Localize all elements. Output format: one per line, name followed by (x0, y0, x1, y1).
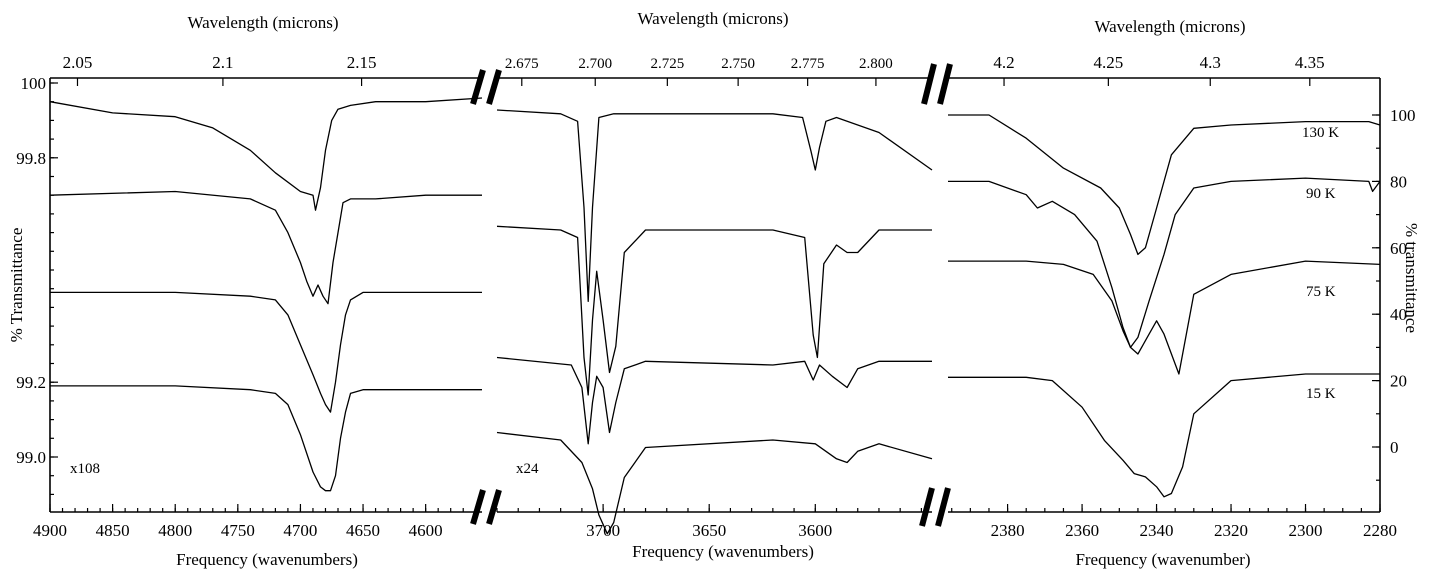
axis-break-bottom-right (919, 487, 951, 527)
top-tick-label-2-3: 4.35 (1295, 53, 1325, 72)
left-bottom-axis-title: Frequency (wavenumbers) (176, 550, 358, 569)
axis-break-top-left (470, 69, 502, 105)
x-tick-label-0-6: 4600 (409, 521, 443, 540)
y-tick-label-right-4: 80 (1390, 172, 1407, 191)
y-tick-label-right-1: 20 (1390, 372, 1407, 391)
top-tick-label-2-1: 4.25 (1093, 53, 1123, 72)
x-tick-label-0-3: 4750 (221, 521, 255, 540)
right-y-axis-title: % transmittance (1402, 223, 1421, 333)
x-tick-label-2-3: 2320 (1214, 521, 1248, 540)
spectrum-trace-2-90k (948, 177, 1381, 349)
y-tick-label-right-2: 40 (1390, 305, 1407, 324)
left-panel: 4900 4850 4800 4750 4700 4650 4600 2.05 2.1 2.15 9… (16, 53, 483, 540)
left-multiplier-label: x108 (70, 461, 100, 477)
top-tick-label-0-1: 2.1 (212, 53, 233, 72)
right-bottom-axis-title: Frequency (wavenumber) (1075, 550, 1250, 569)
temp-label-75k: 75 K (1306, 284, 1336, 300)
spectrum-trace-1-130k (496, 109, 933, 302)
y-tick-label-right-3: 60 (1390, 239, 1407, 258)
x-tick-label-2-5: 2280 (1363, 521, 1397, 540)
temp-label-130k: 130 K (1302, 125, 1339, 141)
top-tick-label-2-2: 4.3 (1200, 53, 1221, 72)
x-tick-label-2-0: 2380 (991, 521, 1025, 540)
middle-bottom-axis-title: Frequency (wavenumbers) (632, 542, 814, 561)
x-tick-label-0-4: 4700 (283, 521, 317, 540)
spectrum-trace-0-90k (49, 190, 482, 305)
x-tick-label-2-1: 2360 (1065, 521, 1099, 540)
top-tick-label-1-2: 2.725 (650, 56, 684, 72)
middle-multiplier-label: x24 (516, 461, 539, 477)
y-tick-label-right-5: 100 (1390, 106, 1416, 125)
top-tick-label-1-1: 2.700 (578, 56, 612, 72)
spectrum-trace-0-15k (50, 385, 482, 492)
x-tick-label-0-0: 4900 (33, 521, 67, 540)
x-tick-label-1-2: 3600 (798, 521, 832, 540)
spectrum-trace-0-130k (49, 97, 483, 211)
right-panel: 2380 2360 2340 2320 2300 2280 4.2 4.25 4.3 4.35 0 2… (948, 53, 1416, 540)
y-tick-label-left-3: 100 (21, 74, 47, 93)
temp-label-15k: 15 K (1306, 386, 1336, 402)
top-tick-label-2-0: 4.2 (993, 53, 1014, 72)
spectrum-trace-1-15k (496, 431, 933, 535)
spectrum-trace-1-90k (496, 225, 932, 396)
x-tick-label-1-1: 3650 (692, 521, 726, 540)
axis-break-top-right (921, 63, 953, 105)
top-tick-label-0-2: 2.15 (347, 53, 377, 72)
right-top-axis-title: Wavelength (microns) (1094, 17, 1245, 36)
x-tick-label-2-2: 2340 (1140, 521, 1174, 540)
spectrum-trace-0-75k (50, 291, 482, 413)
y-tick-label-right-0: 0 (1390, 438, 1399, 457)
x-tick-label-2-4: 2300 (1289, 521, 1323, 540)
left-y-axis-title: % Transmittance (7, 228, 26, 343)
middle-top-axis-title: Wavelength (microns) (637, 9, 788, 28)
left-top-axis-title: Wavelength (microns) (187, 13, 338, 32)
temp-label-90k: 90 K (1306, 186, 1336, 202)
y-tick-label-left-2: 99.8 (16, 149, 46, 168)
top-tick-label-1-0: 2.675 (505, 56, 539, 72)
top-tick-label-0-0: 2.05 (63, 53, 93, 72)
top-tick-label-1-3: 2.750 (721, 56, 755, 72)
x-tick-label-0-1: 4850 (96, 521, 130, 540)
top-tick-label-1-5: 2.800 (859, 56, 893, 72)
spectrum-trace-2-15k (948, 373, 1380, 498)
x-tick-label-0-2: 4800 (158, 521, 192, 540)
axis-break-bottom-left (470, 489, 502, 525)
y-tick-label-left-1: 99.2 (16, 373, 46, 392)
spectrum-trace-2-130k (948, 114, 1381, 256)
x-tick-label-0-5: 4650 (346, 521, 380, 540)
spectrum-trace-1-75k (496, 356, 932, 445)
y-tick-label-left-0: 99.0 (16, 448, 46, 467)
spectrum-trace-2-75k (948, 260, 1381, 375)
top-tick-label-1-4: 2.775 (791, 56, 825, 72)
